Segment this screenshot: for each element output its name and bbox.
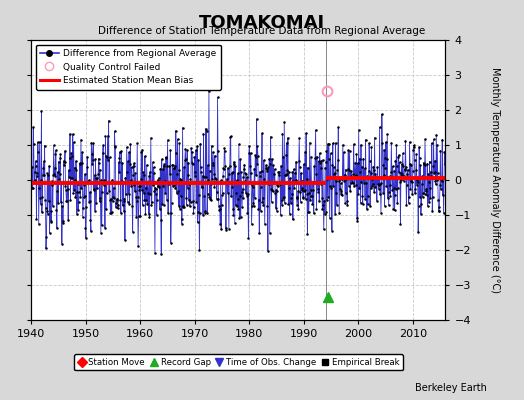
Text: Berkeley Earth: Berkeley Earth [416,383,487,393]
Text: TOMAKOMAI: TOMAKOMAI [199,14,325,32]
Y-axis label: Monthly Temperature Anomaly Difference (°C): Monthly Temperature Anomaly Difference (… [490,67,500,293]
Legend: Station Move, Record Gap, Time of Obs. Change, Empirical Break: Station Move, Record Gap, Time of Obs. C… [74,354,403,370]
Text: Difference of Station Temperature Data from Regional Average: Difference of Station Temperature Data f… [99,26,425,36]
